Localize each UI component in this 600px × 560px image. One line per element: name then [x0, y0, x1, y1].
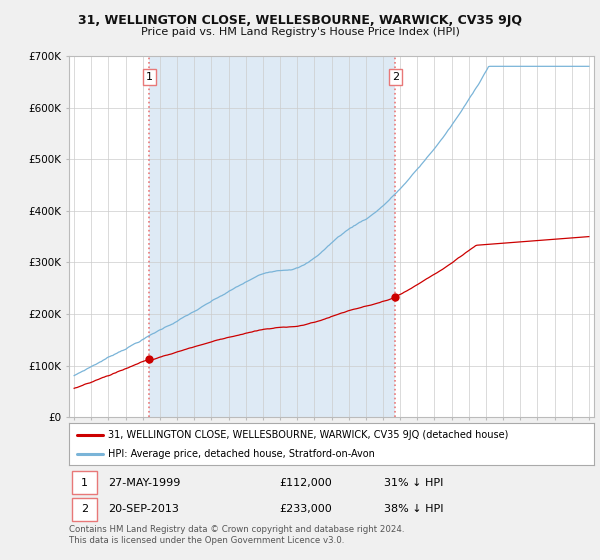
Text: 31% ↓ HPI: 31% ↓ HPI — [384, 478, 443, 488]
Text: 2: 2 — [392, 72, 399, 82]
Text: £112,000: £112,000 — [279, 478, 332, 488]
Text: 31, WELLINGTON CLOSE, WELLESBOURNE, WARWICK, CV35 9JQ (detached house): 31, WELLINGTON CLOSE, WELLESBOURNE, WARW… — [109, 430, 509, 440]
Bar — [149, 56, 395, 417]
Text: 1: 1 — [146, 72, 153, 82]
Text: 31, WELLINGTON CLOSE, WELLESBOURNE, WARWICK, CV35 9JQ: 31, WELLINGTON CLOSE, WELLESBOURNE, WARW… — [78, 14, 522, 27]
Text: HPI: Average price, detached house, Stratford-on-Avon: HPI: Average price, detached house, Stra… — [109, 449, 375, 459]
FancyBboxPatch shape — [71, 498, 97, 521]
Text: 20-SEP-2013: 20-SEP-2013 — [109, 504, 179, 514]
Text: Contains HM Land Registry data © Crown copyright and database right 2024.
This d: Contains HM Land Registry data © Crown c… — [69, 525, 404, 545]
FancyBboxPatch shape — [71, 472, 97, 494]
Text: 38% ↓ HPI: 38% ↓ HPI — [384, 504, 443, 514]
Text: 1: 1 — [81, 478, 88, 488]
Text: 2: 2 — [80, 504, 88, 514]
Text: Price paid vs. HM Land Registry's House Price Index (HPI): Price paid vs. HM Land Registry's House … — [140, 27, 460, 37]
Text: 27-MAY-1999: 27-MAY-1999 — [109, 478, 181, 488]
Text: £233,000: £233,000 — [279, 504, 332, 514]
